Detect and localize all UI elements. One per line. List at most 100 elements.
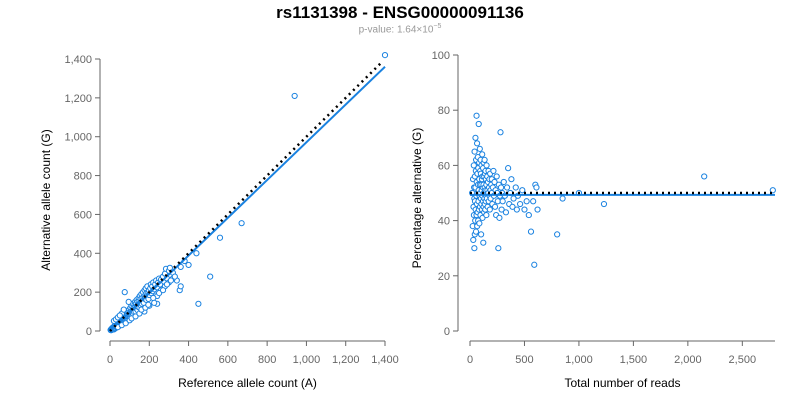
y-tick-label: 20: [438, 271, 450, 283]
data-point: [505, 165, 512, 172]
y-tick-label: 1,200: [64, 93, 92, 105]
data-point: [483, 162, 490, 169]
data-point: [493, 173, 500, 180]
data-point: [508, 176, 515, 183]
data-point: [473, 140, 481, 147]
data-point: [193, 250, 200, 257]
data-point: [534, 206, 541, 213]
data-point: [473, 112, 480, 119]
data-point: [470, 162, 477, 169]
x-axis-title: Reference allele count (A): [178, 376, 317, 390]
y-tick-label: 1,400: [64, 54, 92, 66]
x-tick-label: 1,200: [332, 354, 360, 366]
data-point: [769, 187, 776, 194]
x-tick-label: 0: [107, 354, 113, 366]
x-tick-label: 800: [258, 354, 276, 366]
data-point: [472, 228, 480, 235]
data-point: [120, 306, 127, 313]
data-point: [471, 245, 478, 252]
y-tick-label: 200: [74, 287, 92, 299]
data-point: [513, 206, 520, 213]
data-point: [145, 301, 152, 308]
data-point: [525, 211, 532, 219]
p-value-exponent: −5: [433, 23, 442, 30]
data-point: [533, 184, 540, 191]
data-point: [495, 245, 502, 252]
data-point: [500, 178, 507, 186]
data-point: [491, 178, 498, 186]
y-tick-label: 100: [432, 50, 450, 62]
y-tick-label: 0: [444, 326, 450, 338]
y-tick-label: 400: [74, 248, 92, 260]
data-point: [150, 294, 157, 302]
data-point: [475, 120, 482, 128]
data-point: [530, 198, 537, 205]
y-tick-label: 80: [438, 105, 450, 117]
data-point: [517, 200, 524, 208]
chart-title: rs1131398 - ENSG00000091136: [276, 3, 524, 22]
data-point: [479, 151, 486, 158]
y-tick-label: 600: [74, 209, 92, 221]
data-point: [483, 211, 490, 219]
x-tick-label: 200: [140, 354, 158, 366]
y-axis-title: Alternative allele count (G): [39, 129, 53, 270]
data-point: [512, 184, 519, 191]
data-point: [527, 228, 535, 235]
data-point: [486, 206, 493, 213]
y-tick-label: 60: [438, 160, 450, 172]
data-point: [470, 236, 477, 244]
data-point: [559, 195, 566, 202]
x-tick-label: 1,000: [565, 354, 593, 366]
y-tick-label: 800: [74, 171, 92, 183]
data-point: [478, 231, 485, 238]
data-point: [476, 220, 483, 227]
data-point: [163, 281, 171, 288]
data-point: [497, 129, 504, 136]
data-point: [216, 234, 224, 241]
chart-panel-right: 0 20 40 60 80 100 0 500 1,000 1,500 2,000 2,500 Tota…: [410, 50, 776, 390]
x-tick-label: 2,000: [674, 354, 702, 366]
p-value-subtitle: p-value: 1.64×10−5: [0, 23, 800, 35]
chart-panel-left: 0 200 400 600 800 1,000 1,200 1,400 0 200 400 600 80…: [39, 52, 399, 390]
data-point: [195, 300, 202, 307]
y-tick-label: 40: [438, 216, 450, 228]
data-point: [476, 145, 483, 152]
data-point: [116, 312, 123, 319]
data-point: [381, 52, 389, 59]
data-point: [502, 209, 510, 216]
data-point: [600, 200, 608, 208]
data-point: [159, 287, 167, 294]
data-point: [171, 273, 178, 280]
data-point: [291, 92, 298, 100]
data-point: [471, 148, 478, 155]
data-point: [481, 156, 488, 163]
p-value-text: p-value: 1.64×10: [358, 24, 434, 36]
regression-line: [109, 66, 386, 332]
data-point: [480, 239, 487, 246]
data-point: [499, 198, 506, 205]
x-tick-label: 1,400: [371, 354, 399, 366]
data-point: [523, 198, 530, 205]
data-point: [519, 187, 526, 194]
data-point: [238, 220, 245, 227]
y-axis-title: Percentage alternative (G): [410, 128, 424, 269]
data-point: [125, 298, 132, 305]
x-tick-label: 400: [179, 354, 197, 366]
data-point: [509, 203, 516, 210]
x-tick-label: 1,000: [293, 354, 321, 366]
data-point: [166, 264, 174, 271]
x-tick-label: 500: [515, 354, 533, 366]
data-point: [472, 134, 479, 141]
data-point: [185, 261, 192, 269]
y-tick-label: 0: [86, 326, 92, 338]
x-tick-label: 600: [219, 354, 237, 366]
data-point: [521, 206, 528, 213]
x-axis-title: Total number of reads: [564, 376, 680, 390]
data-point: [498, 206, 505, 213]
data-point: [490, 167, 497, 175]
x-tick-label: 0: [467, 354, 473, 366]
data-point: [177, 283, 184, 290]
data-point: [496, 214, 503, 221]
data-point: [167, 277, 174, 284]
